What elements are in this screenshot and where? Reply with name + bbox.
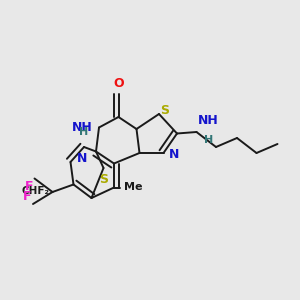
Text: CHF₂: CHF₂ xyxy=(22,185,50,196)
Text: H: H xyxy=(204,135,213,145)
Text: N: N xyxy=(77,152,88,164)
Text: S: S xyxy=(99,173,108,186)
Text: NH: NH xyxy=(72,121,93,134)
Text: F: F xyxy=(25,180,33,193)
Text: NH: NH xyxy=(198,115,219,128)
Text: S: S xyxy=(160,104,169,118)
Text: F: F xyxy=(23,190,32,202)
Text: H: H xyxy=(79,127,88,137)
Text: Me: Me xyxy=(124,182,142,193)
Text: N: N xyxy=(169,148,179,161)
Text: O: O xyxy=(113,77,124,90)
